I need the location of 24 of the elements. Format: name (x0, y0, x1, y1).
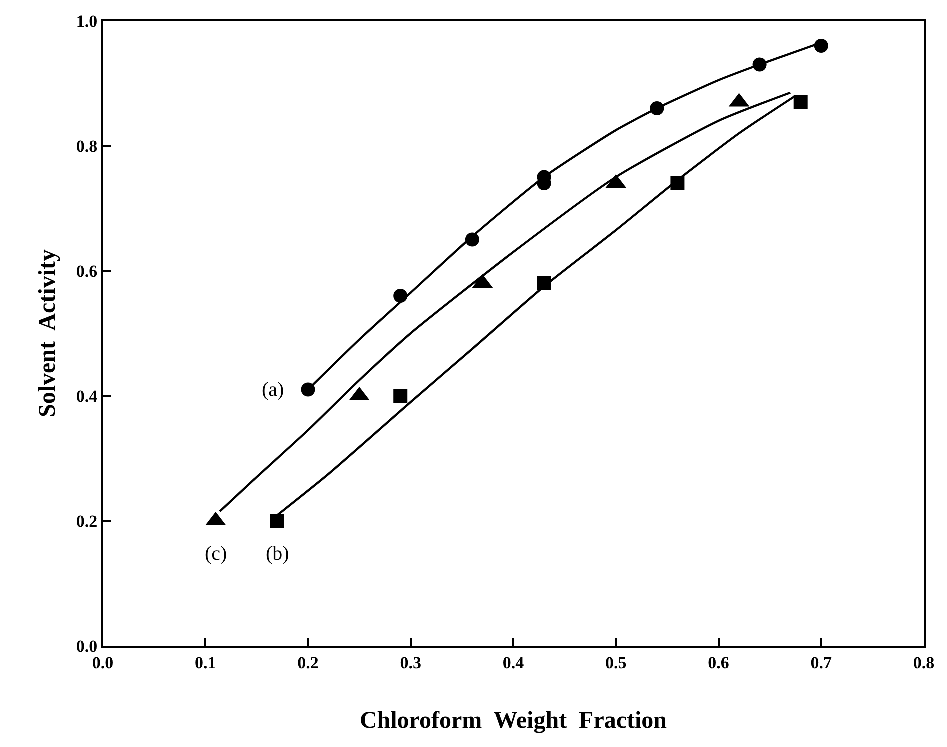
point (794, 95, 808, 110)
y-tick-label: 0.8 (76, 136, 98, 156)
x-tick-label: 0.1 (195, 653, 216, 672)
y-tick-label: 0.2 (76, 512, 98, 531)
y-tick-label: 0.6 (76, 262, 98, 281)
x-tick-label: 0.5 (606, 653, 627, 672)
x-tick-label: 0.0 (92, 653, 114, 672)
point (814, 39, 828, 53)
point (270, 514, 284, 528)
x-tick-label: 0.3 (400, 653, 422, 672)
x-tick-label: 0.7 (810, 653, 833, 672)
y-tick-label: 0.4 (76, 386, 98, 406)
annotation: (b) (266, 543, 290, 565)
point (394, 389, 408, 403)
x-axis-title: Chloroform Weight Fraction (360, 708, 668, 734)
y-axis-title: Solvent Activity (34, 250, 61, 418)
x-tick-label: 0.8 (913, 653, 935, 672)
annotation: (a) (262, 379, 284, 401)
x-tick-label: 0.6 (708, 653, 730, 672)
x-tick-label: 0.4 (502, 653, 525, 672)
y-tick-label: 0.0 (76, 636, 98, 656)
annotation: (c) (205, 543, 228, 565)
x-tick-label: 0.2 (298, 653, 319, 672)
y-tick-label: 1.0 (76, 12, 98, 31)
